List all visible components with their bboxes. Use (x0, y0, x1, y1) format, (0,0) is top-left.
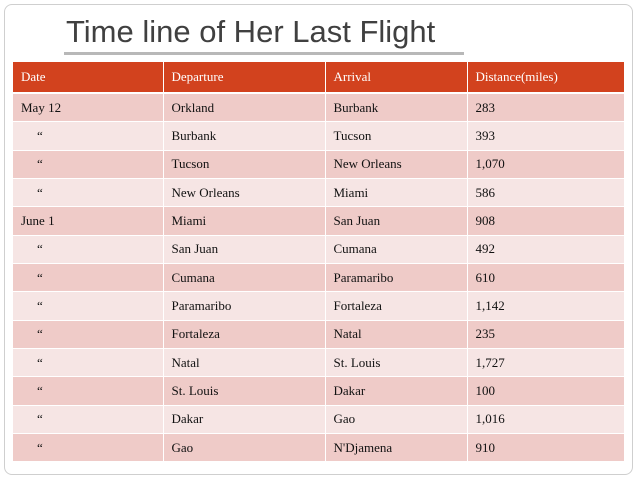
cell-departure: Natal (163, 348, 326, 378)
cell-arrival: N'Djamena (325, 433, 468, 463)
cell-departure: Orkland (163, 93, 326, 123)
cell-date: “ (13, 320, 164, 350)
cell-distance: 610 (467, 263, 625, 293)
cell-distance: 1,142 (467, 291, 625, 321)
cell-departure: Paramaribo (163, 291, 326, 321)
cell-distance: 1,016 (467, 405, 625, 435)
cell-distance: 393 (467, 121, 625, 151)
cell-arrival: Paramaribo (325, 263, 468, 293)
table-row: “ New Orleans Miami 586 (13, 178, 625, 208)
table-row: “ Dakar Gao 1,016 (13, 405, 625, 435)
header-distance: Distance(miles) (467, 62, 625, 94)
cell-arrival: Fortaleza (325, 291, 468, 321)
table-row: “ Gao N'Djamena 910 (13, 433, 625, 463)
cell-arrival: New Orleans (325, 150, 468, 180)
table-row: “ Natal St. Louis 1,727 (13, 348, 625, 378)
cell-arrival: Burbank (325, 93, 468, 123)
cell-distance: 908 (467, 206, 625, 236)
title-underline (64, 52, 464, 55)
cell-distance: 1,070 (467, 150, 625, 180)
table-row: “ Fortaleza Natal 235 (13, 320, 625, 350)
cell-distance: 283 (467, 93, 625, 123)
cell-arrival: Natal (325, 320, 468, 350)
cell-date: “ (13, 348, 164, 378)
cell-departure: Burbank (163, 121, 326, 151)
header-date: Date (13, 62, 164, 94)
cell-distance: 1,727 (467, 348, 625, 378)
cell-distance: 235 (467, 320, 625, 350)
cell-date: “ (13, 178, 164, 208)
table-row: June 1 Miami San Juan 908 (13, 206, 625, 236)
cell-distance: 100 (467, 376, 625, 406)
cell-arrival: Dakar (325, 376, 468, 406)
table-header-row: Date Departure Arrival Distance(miles) (13, 62, 625, 94)
cell-arrival: San Juan (325, 206, 468, 236)
header-departure: Departure (163, 62, 326, 94)
cell-date: “ (13, 405, 164, 435)
cell-departure: Miami (163, 206, 326, 236)
flight-timeline-table: Date Departure Arrival Distance(miles) M… (13, 62, 625, 463)
cell-departure: New Orleans (163, 178, 326, 208)
cell-departure: Cumana (163, 263, 326, 293)
table-row: “ Tucson New Orleans 1,070 (13, 150, 625, 180)
cell-arrival: Gao (325, 405, 468, 435)
cell-departure: St. Louis (163, 376, 326, 406)
cell-arrival: Cumana (325, 235, 468, 265)
table-row: “ Paramaribo Fortaleza 1,142 (13, 291, 625, 321)
header-arrival: Arrival (325, 62, 468, 94)
cell-distance: 910 (467, 433, 625, 463)
cell-date: “ (13, 235, 164, 265)
table-row: May 12 Orkland Burbank 283 (13, 93, 625, 123)
cell-arrival: Miami (325, 178, 468, 208)
cell-date: “ (13, 376, 164, 406)
table-row: “ San Juan Cumana 492 (13, 235, 625, 265)
cell-date: “ (13, 263, 164, 293)
cell-departure: Gao (163, 433, 326, 463)
cell-departure: Dakar (163, 405, 326, 435)
table-row: “ Cumana Paramaribo 610 (13, 263, 625, 293)
cell-date: “ (13, 433, 164, 463)
cell-distance: 586 (467, 178, 625, 208)
table-row: “ St. Louis Dakar 100 (13, 376, 625, 406)
slide-title: Time line of Her Last Flight (66, 14, 436, 49)
cell-date: “ (13, 150, 164, 180)
cell-date: “ (13, 121, 164, 151)
cell-departure: Fortaleza (163, 320, 326, 350)
cell-departure: Tucson (163, 150, 326, 180)
cell-departure: San Juan (163, 235, 326, 265)
cell-date: June 1 (13, 206, 164, 236)
cell-date: May 12 (13, 93, 164, 123)
cell-date: “ (13, 291, 164, 321)
cell-arrival: Tucson (325, 121, 468, 151)
cell-distance: 492 (467, 235, 625, 265)
table-row: “ Burbank Tucson 393 (13, 121, 625, 151)
cell-arrival: St. Louis (325, 348, 468, 378)
